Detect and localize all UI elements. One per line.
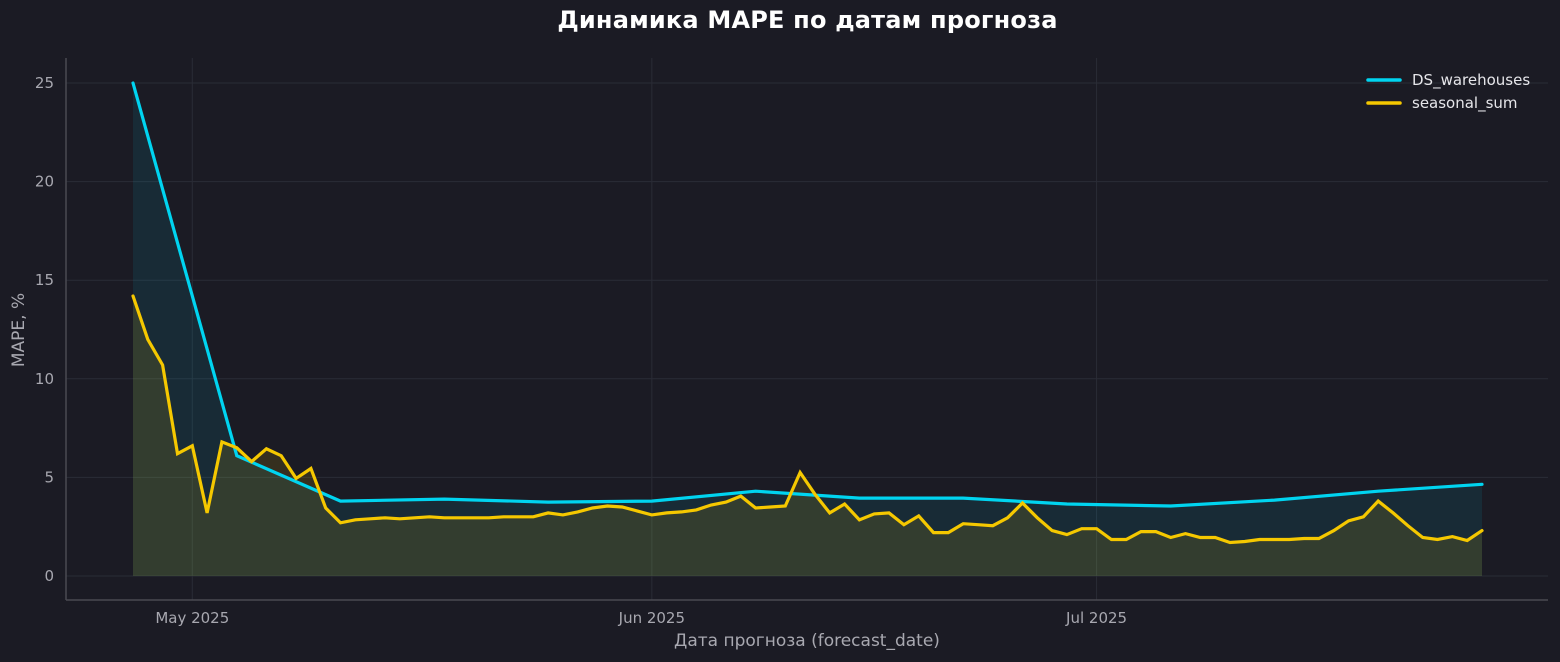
series-line-seasonal-sum — [131, 294, 1484, 545]
legend: DS_warehouses seasonal_sum — [1366, 71, 1530, 113]
chart-title: Динамика MAPE по датам прогноза — [557, 6, 1058, 34]
legend-item-seasonal-sum: seasonal_sum — [1366, 94, 1518, 113]
y-tick-labels: 0 5 10 15 20 25 — [35, 74, 54, 585]
y-axis-label: MAPE, % — [9, 293, 29, 367]
x-tick-labels: May 2025 Jun 2025 Jul 2025 — [155, 609, 1127, 627]
area-fill-DS-warehouses — [133, 83, 1482, 576]
area-fill-seasonal-sum — [133, 296, 1482, 576]
legend-label-ds-warehouses: DS_warehouses — [1412, 71, 1530, 90]
series-fills — [133, 83, 1482, 576]
legend-label-seasonal-sum: seasonal_sum — [1412, 94, 1518, 113]
x-tick-label: May 2025 — [155, 609, 229, 627]
x-tick-label: Jun 2025 — [618, 609, 685, 627]
x-axis-label: Дата прогноза (forecast_date) — [674, 631, 940, 651]
y-tick-label: 10 — [35, 370, 54, 388]
series-lines — [131, 81, 1484, 545]
y-tick-label: 5 — [44, 468, 54, 486]
y-tick-label: 15 — [35, 271, 54, 289]
y-tick-label: 20 — [35, 173, 54, 191]
legend-item-ds-warehouses: DS_warehouses — [1366, 71, 1530, 90]
axes — [65, 58, 1548, 601]
y-tick-label: 25 — [35, 74, 54, 92]
y-tick-label: 0 — [44, 567, 54, 585]
x-tick-label: Jul 2025 — [1065, 609, 1127, 627]
series-line-DS-warehouses — [131, 81, 1484, 508]
